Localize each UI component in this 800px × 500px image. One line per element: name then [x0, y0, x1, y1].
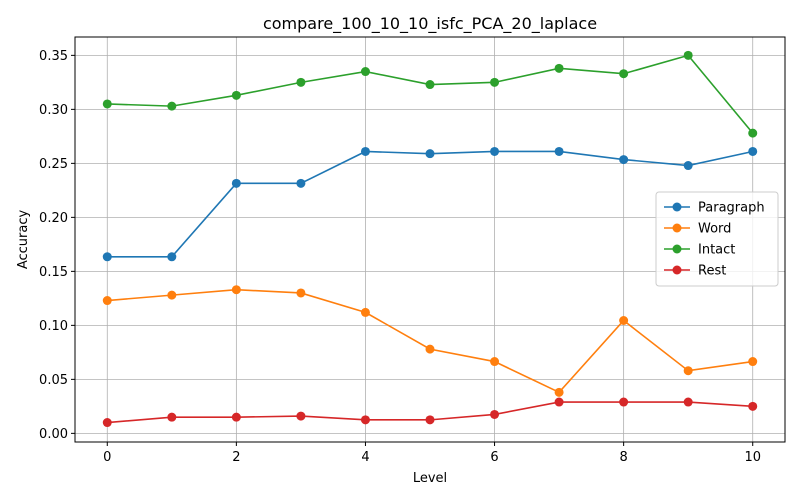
data-point-paragraph: [360, 146, 370, 156]
series-line-word: [107, 288, 753, 394]
series-line-intact: [107, 54, 754, 134]
y-tick-label: 0.10: [39, 319, 68, 334]
y-tick-label: 0.20: [39, 211, 68, 226]
legend-item-paragraph: Paragraph: [664, 201, 765, 216]
data-point-paragraph: [167, 252, 177, 262]
data-point-rest: [102, 418, 112, 428]
data-point-intact: [360, 67, 370, 77]
data-point-rest: [490, 409, 500, 419]
data-point-intact: [425, 80, 435, 90]
data-point-rest: [748, 401, 758, 411]
y-tick-label: 0.25: [39, 157, 68, 172]
x-tick-label: 6: [490, 450, 498, 465]
series-rest: [102, 397, 758, 428]
x-tick-label: 0: [103, 450, 111, 465]
data-point-rest: [231, 412, 241, 422]
x-tick-label: 4: [361, 450, 369, 465]
legend-label: Paragraph: [698, 201, 765, 216]
data-point-intact: [231, 90, 241, 100]
data-point-word: [231, 285, 241, 295]
y-tick-label: 0.05: [39, 373, 68, 388]
data-point-rest: [683, 397, 693, 407]
y-axis-label: Accuracy: [16, 210, 31, 270]
legend-swatch-marker: [672, 244, 682, 254]
data-point-rest: [554, 397, 564, 407]
legend-box: [655, 191, 779, 287]
legend-label: Intact: [698, 243, 735, 258]
data-point-paragraph: [748, 146, 758, 156]
data-point-intact: [683, 50, 693, 60]
data-point-paragraph: [425, 149, 435, 159]
y-tick-label: 0.15: [39, 265, 68, 280]
data-point-intact: [554, 63, 564, 73]
legend-item-intact: Intact: [664, 243, 735, 258]
y-tick-label: 0.00: [39, 427, 68, 442]
x-tick-label: 10: [744, 450, 761, 465]
data-point-word: [490, 357, 500, 367]
x-axis-label: Level: [413, 471, 447, 486]
data-point-rest: [296, 411, 306, 421]
legend-label: Word: [698, 222, 731, 237]
y-tick-label: 0.30: [39, 103, 68, 118]
data-point-paragraph: [619, 155, 629, 165]
data-point-word: [425, 344, 435, 354]
x-tick-label: 2: [232, 450, 240, 465]
data-point-word: [102, 296, 112, 306]
legend-label: Rest: [698, 264, 726, 279]
legend-item-word: Word: [664, 222, 731, 237]
data-point-word: [683, 366, 693, 376]
data-point-paragraph: [102, 252, 112, 262]
data-point-word: [360, 307, 370, 317]
data-point-intact: [167, 101, 177, 111]
data-point-word: [748, 357, 758, 367]
legend-swatch-marker: [672, 223, 682, 233]
series-layer: [102, 50, 758, 428]
data-point-word: [167, 290, 177, 300]
data-point-rest: [360, 415, 370, 425]
chart-title: compare_100_10_10_isfc_PCA_20_laplace: [263, 14, 597, 34]
data-point-paragraph: [231, 178, 241, 188]
data-point-word: [296, 288, 306, 298]
data-point-paragraph: [554, 146, 564, 156]
plot-frame: [74, 36, 786, 443]
data-point-intact: [296, 77, 306, 87]
data-point-intact: [619, 69, 629, 79]
data-point-word: [554, 387, 564, 397]
legend-swatch-marker: [672, 202, 682, 212]
x-tick-label: 8: [619, 450, 627, 465]
data-point-paragraph: [296, 178, 306, 188]
series-intact: [102, 50, 758, 138]
series-word: [102, 285, 758, 397]
data-point-rest: [425, 415, 435, 425]
series-paragraph: [102, 146, 758, 262]
data-point-rest: [619, 397, 629, 407]
data-point-paragraph: [490, 146, 500, 156]
data-point-intact: [748, 128, 758, 138]
legend: Paragraph Word Intact Rest: [655, 191, 779, 287]
data-point-intact: [102, 99, 112, 109]
legend-swatch-marker: [672, 265, 682, 275]
ticks-layer: 0 2 4 6 8 10 0.00 0.05 0.10 0.15 0.20 0.25 0.30 0.35: [39, 49, 761, 465]
y-tick-label: 0.35: [39, 49, 68, 64]
data-point-rest: [167, 412, 177, 422]
data-point-word: [619, 316, 629, 325]
data-point-intact: [490, 77, 500, 87]
data-point-paragraph: [683, 161, 693, 171]
legend-item-rest: Rest: [664, 264, 726, 279]
